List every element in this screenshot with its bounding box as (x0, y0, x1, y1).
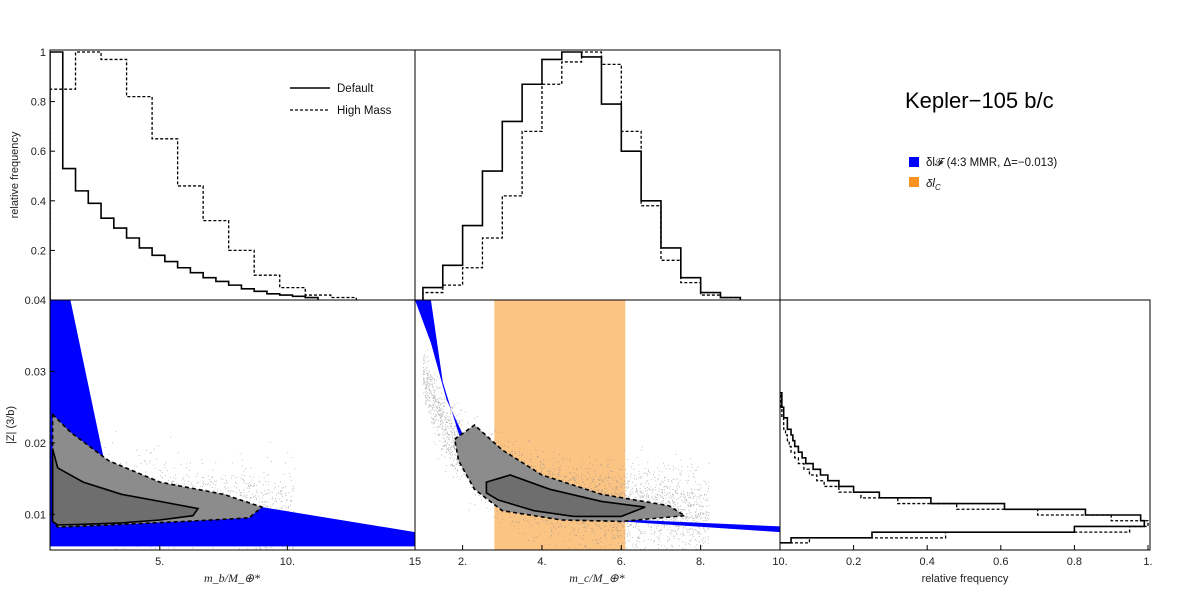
scatter-mb-y-ticklabel-1: 0.02 (25, 438, 46, 450)
scatter-mc-x-ticklabel-2: 6. (617, 556, 626, 568)
histogram-z-series-high-mass (780, 392, 1149, 544)
x-axis-label-right: relative frequency (922, 573, 1009, 585)
histogram-z-series-default (780, 392, 1146, 544)
scatter-mb-x-ticklabel-1: 10. (280, 556, 295, 568)
scatter-mc-plot-area (415, 300, 780, 550)
histogram-z-panel: 0.2 0.4 0.6 0.8 1. (780, 392, 1153, 568)
histogram-mb-y-ticklabel-2: 0.6 (31, 146, 46, 158)
frame-histogram-z (779, 299, 1151, 551)
x-axis-label-mb: m_b/M_⊕* (204, 571, 260, 585)
histogram-mc-panel (422, 51, 742, 300)
scatter-mb-y-ticklabel-0: 0.01 (25, 509, 46, 521)
y-axis-label-bottom: |Z| (3/b) (5, 406, 17, 444)
histogram-mb-y-ticklabel-4: 1 (40, 47, 46, 59)
histogram-mb-panel: 0.2 0.4 0.6 0.8 1 (31, 47, 357, 300)
legend-orange-sub: C (935, 183, 941, 192)
scatter-mb-plot-area (50, 300, 415, 550)
region-legend: δl𝓕 (4:3 MMR, Δ=−0.013) δlC (909, 157, 1057, 192)
scatter-mb-x-ticklabel-2: 15 (409, 556, 421, 568)
legend-orange-label: δlC (926, 178, 941, 192)
histogram-z-x-ticklabel-3: 0.8 (1067, 556, 1082, 568)
frame-histogram-mc (414, 49, 781, 301)
histogram-mc-series-default (422, 51, 742, 300)
x-axis-label-mc: m_c/M_⊕* (569, 571, 624, 585)
legend-orange-swatch (909, 177, 919, 187)
histogram-z-x-ticklabel-1: 0.4 (920, 556, 935, 568)
scatter-mc-x-ticklabel-4: 10. (772, 556, 787, 568)
scatter-z-mb-panel: 5. 10. 15 0.01 0.02 0.03 0.04 (25, 295, 422, 568)
legend-blue-swatch (909, 157, 919, 167)
histogram-z-x-ticklabel-0: 0.2 (846, 556, 861, 568)
scatter-mc-samples (423, 349, 710, 550)
histogram-mc-plot-area (422, 51, 742, 300)
legend-blue-label: δl𝓕 (4:3 MMR, Δ=−0.013) (926, 157, 1057, 169)
scatter-mc-x-ticklabel-0: 2. (458, 556, 467, 568)
histogram-mb-series-default (50, 51, 319, 300)
legend-orange-main: δl (926, 178, 935, 190)
y-axis-label-top: relative frequency (9, 131, 21, 218)
histogram-mb-y-ticklabel-3: 0.8 (31, 97, 46, 109)
histogram-z-x-ticklabel-2: 0.6 (993, 556, 1008, 568)
legend-high-mass-label: High Mass (337, 105, 392, 117)
scatter-mb-y-ticklabel-2: 0.03 (25, 366, 46, 378)
histogram-z-x-ticklabel-4: 1. (1143, 556, 1152, 568)
histogram-mb-y-ticklabel-1: 0.4 (31, 196, 46, 208)
histogram-mc-series-high-mass (422, 51, 741, 300)
scatter-mb-contour-solid (51, 448, 200, 526)
scatter-mc-x-ticklabel-3: 8. (696, 556, 705, 568)
legend-default-label: Default (337, 83, 374, 95)
figure-title: Kepler−105 b/c (905, 88, 1054, 113)
histogram-mb-y-ticklabel-0: 0.2 (31, 245, 46, 257)
scatter-mc-contour-solid (485, 474, 646, 518)
scatter-z-mc-panel: 2. 4. 6. 8. 10. (415, 300, 788, 568)
histogram-mb-plot-area (50, 51, 357, 300)
histogram-z-plot-area (780, 392, 1149, 544)
histogram-legend: Default High Mass (290, 83, 392, 117)
scatter-mb-x-ticklabel-0: 5. (155, 556, 164, 568)
histogram-mb-series-high-mass (50, 51, 357, 300)
scatter-mb-y-ticklabel-3: 0.04 (25, 295, 46, 307)
scatter-mc-x-ticklabel-1: 4. (537, 556, 546, 568)
